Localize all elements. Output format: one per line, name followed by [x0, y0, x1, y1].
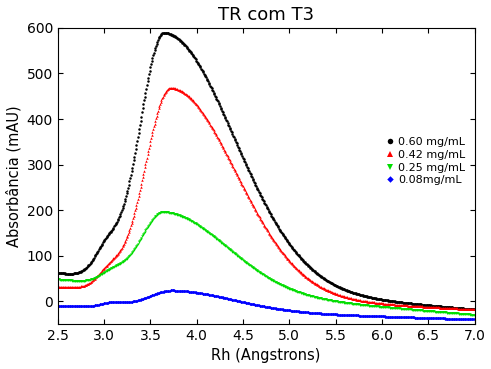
0.60 mg/mL — [471, 307, 477, 312]
0.60 mg/mL — [301, 259, 307, 264]
Legend: 0.60 mg/mL, 0.42 mg/mL, 0.25 mg/mL, 0.08mg/mL: 0.60 mg/mL, 0.42 mg/mL, 0.25 mg/mL, 0.08… — [384, 134, 469, 189]
0.60 mg/mL — [334, 284, 340, 288]
0.42 mg/mL — [471, 307, 477, 312]
Line: 0.08mg/mL: 0.08mg/mL — [57, 289, 476, 321]
0.42 mg/mL — [167, 86, 173, 90]
0.42 mg/mL — [369, 300, 375, 304]
Line: 0.60 mg/mL: 0.60 mg/mL — [56, 31, 476, 311]
0.08mg/mL — [170, 288, 176, 293]
0.60 mg/mL — [244, 165, 250, 169]
0.25 mg/mL — [163, 210, 168, 214]
0.08mg/mL — [334, 312, 340, 317]
0.42 mg/mL — [162, 90, 168, 95]
0.60 mg/mL — [55, 271, 61, 275]
0.42 mg/mL — [244, 192, 250, 197]
0.60 mg/mL — [129, 169, 135, 173]
0.25 mg/mL — [369, 304, 375, 308]
0.25 mg/mL — [301, 292, 307, 296]
0.25 mg/mL — [244, 261, 250, 265]
0.25 mg/mL — [471, 313, 477, 317]
0.60 mg/mL — [369, 296, 375, 300]
0.08mg/mL — [244, 301, 250, 305]
Line: 0.42 mg/mL: 0.42 mg/mL — [56, 87, 476, 311]
0.08mg/mL — [471, 317, 477, 322]
0.25 mg/mL — [129, 251, 135, 255]
0.42 mg/mL — [129, 221, 135, 225]
Title: TR com T3: TR com T3 — [218, 6, 314, 24]
0.60 mg/mL — [162, 31, 167, 35]
0.08mg/mL — [162, 289, 168, 293]
0.42 mg/mL — [334, 292, 340, 296]
0.42 mg/mL — [55, 284, 61, 289]
0.42 mg/mL — [301, 273, 307, 277]
Line: 0.25 mg/mL: 0.25 mg/mL — [56, 211, 476, 316]
0.25 mg/mL — [55, 277, 61, 282]
0.08mg/mL — [129, 299, 135, 304]
0.08mg/mL — [55, 304, 61, 308]
0.25 mg/mL — [161, 210, 166, 214]
Y-axis label: Absorbância (mAU): Absorbância (mAU) — [5, 105, 21, 247]
0.08mg/mL — [369, 314, 375, 318]
0.08mg/mL — [301, 310, 307, 314]
0.25 mg/mL — [334, 299, 340, 304]
X-axis label: Rh (Angstrons): Rh (Angstrons) — [212, 348, 321, 363]
0.60 mg/mL — [163, 31, 168, 35]
